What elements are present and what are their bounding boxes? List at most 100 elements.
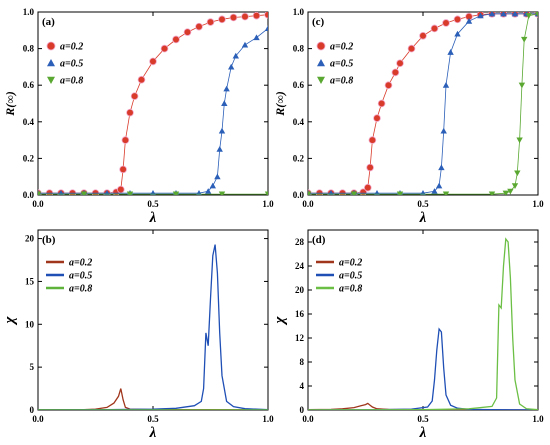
data-point-a=0.5	[253, 34, 260, 41]
data-point-a=0.8	[514, 170, 521, 177]
data-point-a=0.5	[205, 188, 212, 194]
panel-label: (d)	[312, 234, 326, 246]
y-tick-label: 20	[295, 285, 305, 295]
data-point-a=0.2	[206, 18, 215, 26]
x-tick-label: 0.5	[147, 199, 159, 209]
series-line-a=0.5	[38, 244, 268, 410]
data-point-a=0.2	[442, 19, 450, 27]
y-axis-label: R(∞)	[273, 91, 287, 117]
series-line-a=0.5	[308, 327, 538, 410]
x-axis-label: λ	[419, 425, 427, 441]
data-point-a=0.5	[216, 146, 223, 152]
legend-label: a=0.5	[60, 59, 83, 70]
data-point-a=0.5	[442, 82, 450, 88]
legend-label: a=0.2	[339, 258, 362, 269]
y-tick-label: 0	[300, 405, 305, 415]
data-point-a=0.8	[350, 191, 358, 195]
data-point-a=0.2	[130, 92, 139, 100]
data-point-a=0.8	[511, 183, 519, 190]
y-tick-label: 0.2	[23, 153, 35, 163]
legend-label: a=0.8	[339, 284, 362, 295]
y-tick-label: 0.4	[293, 117, 305, 127]
legend-label: a=0.5	[330, 59, 353, 70]
data-point-a=0.2	[119, 165, 127, 174]
plot-area	[308, 237, 538, 410]
series-line-a=0.8	[308, 13, 538, 195]
y-axis-label: R(∞)	[3, 91, 17, 117]
x-axis-label: λ	[419, 210, 427, 226]
data-point-a=0.2	[373, 114, 381, 122]
y-tick-label: 8	[300, 357, 305, 367]
y-tick-label: 0.0	[293, 190, 305, 200]
data-point-a=0.8	[442, 191, 450, 195]
data-point-a=0.8	[264, 191, 268, 195]
plot-area	[308, 12, 538, 195]
y-tick-label: 10	[25, 319, 35, 329]
panel-d: 0.0 0.5 1.0 0 4 8 12 16 20 24 28 λ χ (d) a=0.2 a=0.5 a=0…	[272, 229, 544, 441]
data-point-a=0.2	[396, 59, 404, 68]
y-tick-label: 1.0	[23, 7, 35, 17]
x-tick-label: 1.0	[532, 199, 544, 209]
data-point-a=0.5	[209, 182, 216, 189]
data-point-a=0.2	[419, 31, 427, 40]
series-line-a=0.5	[308, 13, 538, 194]
y-tick-label: 15	[25, 276, 35, 286]
data-point-a=0.2	[241, 12, 249, 21]
panel-label: (b)	[42, 234, 56, 246]
y-tick-label: 5	[30, 362, 35, 372]
data-point-a=0.2	[117, 185, 125, 194]
data-point-a=0.5	[454, 30, 461, 37]
y-tick-label: 0.6	[23, 80, 35, 90]
data-point-a=0.8	[218, 191, 226, 195]
series-line-a=0.8	[308, 237, 538, 410]
x-tick-label: 0.5	[417, 414, 429, 424]
data-point-a=0.2	[121, 136, 130, 144]
legend-marker	[317, 76, 325, 84]
y-tick-label: 0.2	[293, 153, 305, 163]
y-tick-label: 0.0	[23, 190, 35, 200]
data-point-a=0.8	[488, 191, 496, 195]
y-tick-label: 1.0	[293, 7, 305, 17]
data-point-a=0.5	[214, 173, 221, 180]
x-axis-label: λ	[149, 425, 157, 441]
plot-area	[38, 244, 268, 410]
data-point-a=0.2	[366, 163, 374, 172]
data-point-a=0.5	[431, 188, 438, 194]
data-point-a=0.2	[407, 44, 416, 53]
y-tick-label: 12	[295, 333, 305, 343]
data-point-a=0.2	[126, 108, 134, 117]
data-point-a=0.8	[38, 191, 42, 195]
data-point-a=0.8	[507, 188, 514, 195]
x-tick-label: 0.0	[32, 199, 44, 209]
legend-label: a=0.2	[60, 42, 83, 53]
data-point-a=0.8	[126, 191, 134, 195]
x-axis-label: λ	[149, 210, 157, 226]
x-tick-label: 1.0	[532, 414, 544, 424]
data-point-a=0.2	[137, 75, 146, 84]
data-point-a=0.2	[391, 68, 400, 77]
data-point-a=0.5	[438, 164, 445, 171]
y-tick-label: 0.8	[23, 44, 35, 54]
y-axis-label: χ	[272, 315, 288, 325]
data-point-a=0.5	[488, 12, 496, 17]
data-point-a=0.2	[195, 22, 203, 31]
data-point-a=0.5	[218, 127, 226, 134]
legend-label: a=0.8	[330, 76, 353, 87]
legend-marker	[317, 59, 325, 67]
legend-label: a=0.8	[60, 76, 83, 87]
data-point-a=0.8	[525, 13, 532, 19]
data-point-a=0.2	[229, 13, 238, 22]
panel-b: 0.0 0.5 1.0 0 5 10 15 20 λ χ (b) a=0.2 a=0.5 a=0.8	[2, 229, 274, 441]
panel-label: (c)	[312, 16, 325, 28]
data-point-a=0.5	[465, 17, 473, 24]
data-point-a=0.5	[221, 100, 228, 107]
panel-a: 0.0 0.5 1.0 0.0 0.2 0.4 0.6 0.8 1.0 λ R(∞) (a) a=0.2…	[3, 7, 274, 226]
panel-c: 0.0 0.5 1.0 0.0 0.2 0.4 0.6 0.8 1.0 λ R(∞) (c) a=0.2…	[273, 7, 544, 226]
data-point-a=0.5	[232, 52, 239, 59]
y-tick-label: 28	[295, 237, 305, 247]
data-point-a=0.2	[384, 81, 393, 89]
y-tick-label: 24	[295, 261, 305, 271]
data-point-a=0.5	[500, 12, 507, 17]
data-point-a=0.8	[518, 82, 526, 89]
